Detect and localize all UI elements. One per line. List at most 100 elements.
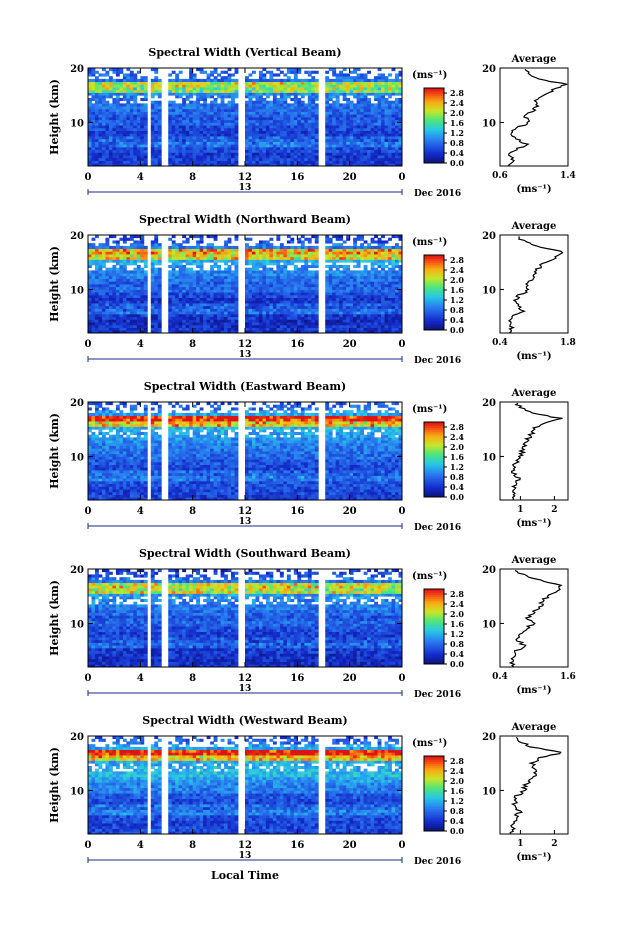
colorbar-tick-label: 2.0 xyxy=(450,275,464,285)
colorbar-swatch xyxy=(424,795,444,798)
colorbar-swatch xyxy=(424,660,444,663)
colorbar-swatch xyxy=(424,759,444,763)
colorbar-swatch xyxy=(424,605,444,609)
y-tick-label: 20 xyxy=(70,565,84,576)
colorbar-swatch xyxy=(424,821,444,824)
colorbar-tick-label: 0.8 xyxy=(450,138,464,148)
colorbar-tick-label: 0.0 xyxy=(450,158,464,168)
colorbar-tick-label: 1.2 xyxy=(450,796,464,806)
average-x-tick-label: 1.6 xyxy=(560,672,576,682)
date-label: Dec 2016 xyxy=(414,690,461,700)
colorbar-tick-label: 0.4 xyxy=(450,649,464,659)
average-x-label: (ms⁻¹) xyxy=(516,184,551,195)
colorbar-swatch xyxy=(424,285,444,288)
y-tick-label: 10 xyxy=(70,118,84,129)
colorbar-swatch xyxy=(424,476,444,479)
colorbar-tick-label: 2.0 xyxy=(450,776,464,786)
colorbar-swatch xyxy=(424,283,444,286)
y-tick-label: 20 xyxy=(70,231,84,242)
colorbar-swatch xyxy=(424,133,444,136)
panel-title: Spectral Width (Northward Beam) xyxy=(139,213,351,226)
colorbar-swatch xyxy=(424,294,444,297)
colorbar-swatch xyxy=(424,810,444,813)
colorbar-swatch xyxy=(424,142,444,145)
colorbar-swatch xyxy=(424,260,444,263)
colorbar-swatch xyxy=(424,273,444,277)
colorbar-swatch xyxy=(424,149,444,153)
colorbar-swatch xyxy=(424,313,444,316)
colorbar-swatch xyxy=(424,270,444,273)
y-tick-label: 10 xyxy=(70,285,84,296)
colorbar-swatch xyxy=(424,771,444,774)
average-title: Average xyxy=(511,388,557,399)
colorbar-swatch xyxy=(424,763,444,766)
colorbar-swatch xyxy=(424,266,444,269)
colorbar-tick-label: 2.4 xyxy=(450,98,464,108)
colorbar-swatch xyxy=(424,140,444,143)
x-tick-label: 16 xyxy=(290,840,304,851)
day-label: 13 xyxy=(239,350,252,360)
colorbar-swatch xyxy=(424,101,444,104)
x-tick-label: 0 xyxy=(399,506,406,517)
colorbar-swatch xyxy=(424,662,444,665)
colorbar-swatch xyxy=(424,817,444,821)
y-tick-label: 20 xyxy=(70,398,84,409)
colorbar-swatch xyxy=(424,613,444,616)
colorbar-swatch xyxy=(424,277,444,280)
colorbar-swatch xyxy=(424,118,444,121)
average-title: Average xyxy=(511,221,557,232)
y-tick-label: 10 xyxy=(70,619,84,630)
colorbar-swatch xyxy=(424,429,444,432)
colorbar-swatch xyxy=(424,457,444,460)
average-profile-line xyxy=(509,736,562,835)
colorbar-swatch xyxy=(424,324,444,327)
y-tick-label: 10 xyxy=(70,452,84,463)
y-axis-label: Height (km) xyxy=(48,747,61,823)
colorbar-swatch xyxy=(424,119,444,123)
panel-title: Spectral Width (Southward Beam) xyxy=(139,547,351,560)
colorbar-swatch xyxy=(424,470,444,474)
colorbar-swatch xyxy=(424,151,444,155)
x-tick-label: 20 xyxy=(343,840,357,851)
colorbar-swatch xyxy=(424,658,444,661)
colorbar-swatch xyxy=(424,123,444,126)
colorbar-swatch xyxy=(424,589,444,592)
colorbar-swatch xyxy=(424,298,444,301)
colorbar-tick-label: 1.2 xyxy=(450,128,464,138)
x-tick-label: 8 xyxy=(189,172,196,183)
colorbar-swatch xyxy=(424,628,444,631)
colorbar-frame xyxy=(423,254,445,331)
colorbar-swatch xyxy=(424,757,444,761)
colorbar-swatch xyxy=(424,155,444,158)
colorbar-swatch xyxy=(424,153,444,156)
colorbar-swatch xyxy=(424,309,444,312)
colorbar-swatch xyxy=(424,433,444,436)
colorbar-swatch xyxy=(424,639,444,642)
x-tick-label: 4 xyxy=(137,506,144,517)
colorbar-swatch xyxy=(424,281,444,284)
colorbar-swatch xyxy=(424,493,444,496)
colorbar-swatch xyxy=(424,489,444,492)
colorbar-swatch xyxy=(424,311,444,314)
colorbar-swatch xyxy=(424,615,444,618)
x-tick-label: 0 xyxy=(85,339,92,350)
colorbar-tick-label: 2.8 xyxy=(450,756,464,766)
colorbar-swatch xyxy=(424,255,444,258)
date-label: Dec 2016 xyxy=(414,189,461,199)
colorbar-swatch xyxy=(424,637,444,641)
colorbar-swatch xyxy=(424,442,444,445)
colorbar-swatch xyxy=(424,268,444,271)
colorbar-swatch xyxy=(424,478,444,481)
colorbar-swatch xyxy=(424,315,444,318)
colorbar-tick-label: 0.8 xyxy=(450,305,464,315)
x-tick-label: 16 xyxy=(290,172,304,183)
colorbar-swatch xyxy=(424,761,444,764)
average-title: Average xyxy=(511,722,557,733)
colorbar-tick-label: 2.0 xyxy=(450,609,464,619)
colorbar-swatch xyxy=(424,787,444,791)
panel-5: Spectral Width (Westward Beam)1020Height… xyxy=(48,714,569,867)
colorbar-swatch xyxy=(424,801,444,804)
colorbar-swatch xyxy=(424,264,444,267)
colorbar-label: (ms⁻¹) xyxy=(412,70,447,81)
